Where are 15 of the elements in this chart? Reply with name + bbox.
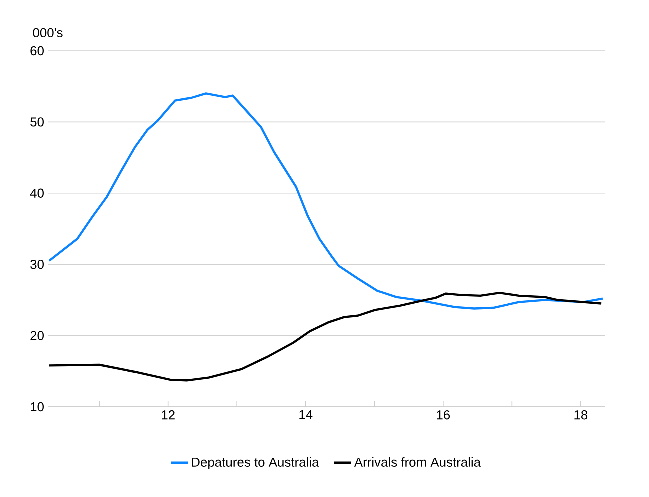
legend-label: Depatures to Australia	[192, 457, 320, 470]
x-tick-label: 12	[162, 410, 175, 420]
y-tick-label: 50	[30, 118, 44, 127]
x-tick-label: 14	[300, 410, 313, 420]
y-tick-label: 30	[30, 260, 44, 270]
y-axis-title: 000's	[33, 28, 63, 38]
line-series	[48, 92, 604, 310]
y-tick-label: 60	[30, 46, 44, 56]
legend-label: Arrivals from Australia	[354, 457, 482, 467]
y-tick-label: 20	[30, 331, 44, 340]
line-series	[48, 292, 603, 382]
y-tick-label: 40	[30, 188, 44, 198]
x-tick-label: 16	[437, 410, 450, 420]
y-tick-label: 10	[31, 402, 44, 412]
x-tick-label: 18	[574, 410, 588, 420]
